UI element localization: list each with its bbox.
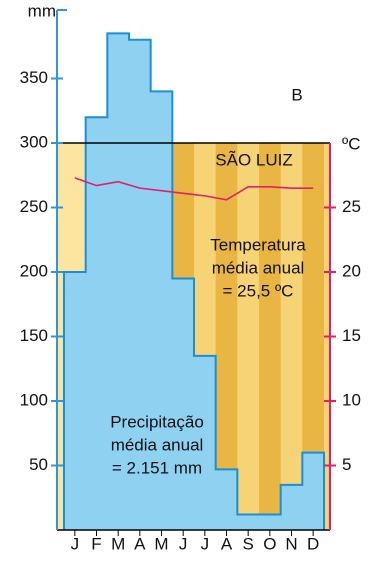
x-tick-label: J bbox=[179, 534, 188, 553]
precipitation-bar bbox=[194, 355, 216, 530]
y-tick-label: 300 bbox=[20, 132, 48, 151]
x-tick-label: F bbox=[91, 534, 101, 553]
annotation: = 25,5 ºC bbox=[223, 281, 294, 300]
background-stripe bbox=[302, 143, 325, 530]
y2-tick-label: 20 bbox=[342, 261, 361, 280]
annotation: média anual bbox=[212, 258, 305, 277]
x-tick-label: M bbox=[111, 534, 125, 553]
x-tick-label: A bbox=[221, 534, 233, 553]
precipitation-outline bbox=[63, 32, 325, 530]
y-tick-label: 200 bbox=[20, 261, 48, 280]
y2-axis-label: ºC bbox=[342, 134, 361, 153]
annotation: Temperatura bbox=[210, 235, 306, 254]
x-tick-label: S bbox=[242, 534, 253, 553]
precipitation-bar bbox=[129, 39, 151, 531]
y2-tick-label: 15 bbox=[342, 326, 361, 345]
x-tick-label: N bbox=[285, 534, 297, 553]
y-axis-label: mm bbox=[28, 1, 56, 20]
background-stripe bbox=[280, 143, 303, 530]
precipitation-bar bbox=[150, 91, 173, 531]
precipitation-bar bbox=[237, 514, 260, 530]
precipitation-bar bbox=[85, 117, 108, 530]
background-stripe bbox=[259, 143, 282, 530]
precipitation-bar bbox=[302, 452, 325, 530]
precipitation-bar bbox=[64, 272, 86, 530]
precipitation-bar bbox=[259, 514, 281, 530]
precipitation-bar bbox=[107, 33, 130, 530]
x-tick-label: J bbox=[71, 534, 80, 553]
annotation: = 2.151 mm bbox=[112, 458, 202, 477]
x-tick-label: A bbox=[134, 534, 146, 553]
precipitation-bar bbox=[215, 469, 238, 530]
plot bbox=[63, 32, 325, 531]
y-tick-label: 100 bbox=[20, 390, 48, 409]
precipitation-bar bbox=[172, 278, 195, 530]
x-tick-label: O bbox=[263, 534, 276, 553]
x-tick-label: D bbox=[307, 534, 319, 553]
annotation: média anual bbox=[111, 435, 204, 454]
precipitation-bar bbox=[280, 484, 303, 530]
background-stripe bbox=[237, 143, 260, 530]
x-tick-label: M bbox=[154, 534, 168, 553]
y2-tick-label: 5 bbox=[342, 455, 351, 474]
y-tick-label: 250 bbox=[20, 197, 48, 216]
temperature-line bbox=[74, 177, 314, 201]
station-name: SÃO LUIZ bbox=[215, 150, 292, 169]
y2-tick-label: 10 bbox=[342, 390, 361, 409]
y-tick-label: 350 bbox=[20, 68, 48, 87]
y2-tick-label: 25 bbox=[342, 197, 361, 216]
background-stripe bbox=[215, 143, 238, 530]
y-tick-label: 50 bbox=[29, 455, 48, 474]
panel-label: B bbox=[291, 85, 302, 104]
y-tick-label: 150 bbox=[20, 326, 48, 345]
x-tick-label: J bbox=[201, 534, 210, 553]
annotation: Precipitação bbox=[110, 412, 204, 431]
